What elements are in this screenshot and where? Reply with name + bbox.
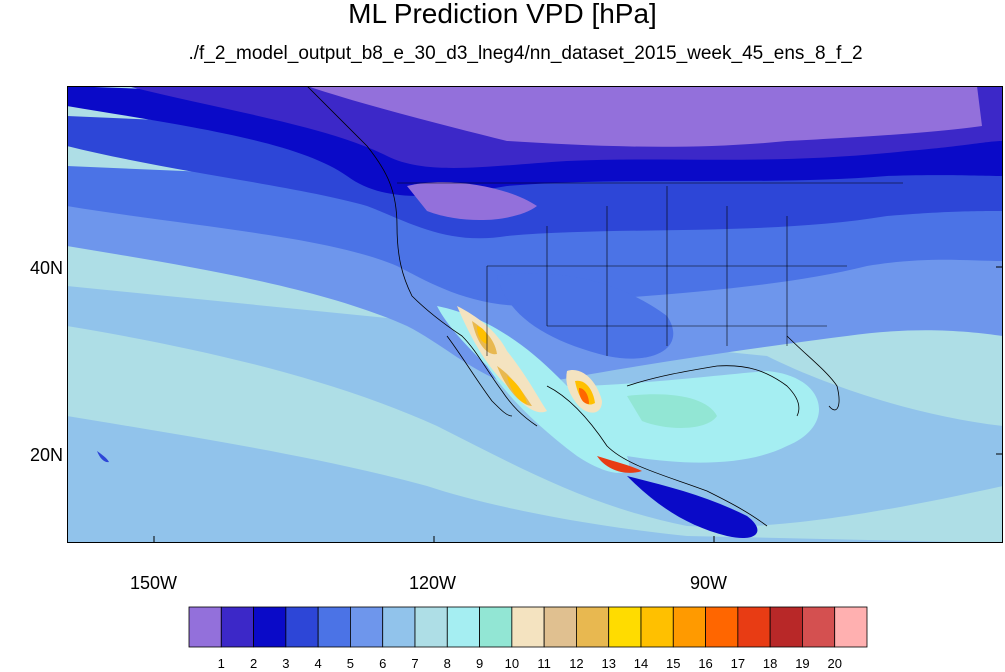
colorbar-label: 12 — [569, 656, 584, 671]
colorbar-swatch — [705, 606, 739, 648]
colorbar-swatch — [834, 606, 868, 648]
colorbar-label: 4 — [314, 656, 322, 671]
map-subtitle: ./f_2_model_output_b8_e_30_d3_lneg4/nn_d… — [188, 43, 863, 64]
coastlines — [306, 86, 840, 527]
colorbar-swatch — [350, 606, 384, 648]
colorbar-label: 8 — [443, 656, 451, 671]
colorbar-label: 17 — [730, 656, 746, 671]
colorbar-label: 20 — [827, 656, 842, 671]
colorbar-swatch — [188, 606, 222, 648]
colorbar-label: 16 — [698, 656, 713, 671]
colorbar — [188, 606, 868, 648]
colorbar-label: 2 — [249, 656, 258, 671]
colorbar-swatch — [737, 606, 771, 648]
colorbar-swatch — [576, 606, 610, 648]
vpd-contours — [67, 86, 1003, 543]
colorbar-swatch — [446, 606, 480, 648]
colorbar-swatch — [382, 606, 416, 648]
map-title: ML Prediction VPD [hPa] — [348, 0, 657, 29]
colorbar-swatch — [414, 606, 448, 648]
colorbar-swatch — [672, 606, 706, 648]
colorbar-swatch — [543, 606, 577, 648]
colorbar-label: 1 — [217, 656, 225, 671]
vpd-map — [67, 86, 1003, 543]
colorbar-label: 3 — [282, 656, 290, 671]
colorbar-swatch — [511, 606, 545, 648]
lon-label-120w: 120W — [409, 573, 457, 593]
colorbar-swatch — [317, 606, 351, 648]
colorbar-label: 19 — [795, 656, 810, 671]
state-borders — [397, 182, 903, 356]
colorbar-label: 6 — [379, 656, 387, 671]
colorbar-swatch — [220, 606, 254, 648]
colorbar-swatch — [608, 606, 642, 648]
colorbar-label: 11 — [537, 656, 551, 671]
colorbar-swatch — [640, 606, 674, 648]
colorbar-label: 10 — [504, 656, 520, 671]
colorbar-label: 5 — [346, 656, 355, 671]
colorbar-swatch — [479, 606, 513, 648]
colorbar-swatch — [769, 606, 803, 648]
colorbar-label: 15 — [666, 656, 681, 671]
colorbar-label: 9 — [475, 656, 484, 671]
colorbar-label: 14 — [633, 656, 649, 671]
lon-label-150w: 150W — [130, 573, 178, 593]
colorbar-swatch — [285, 606, 319, 648]
lon-label-90w: 90W — [690, 573, 728, 593]
lat-label-40n: 40N — [30, 258, 64, 278]
lat-label-20n: 20N — [30, 445, 64, 465]
colorbar-label: 13 — [601, 656, 616, 671]
colorbar-label: 7 — [411, 656, 419, 671]
colorbar-swatch — [253, 606, 287, 648]
colorbar-swatch — [802, 606, 836, 648]
axis-ticks — [153, 266, 1003, 543]
colorbar-label: 18 — [762, 656, 778, 671]
